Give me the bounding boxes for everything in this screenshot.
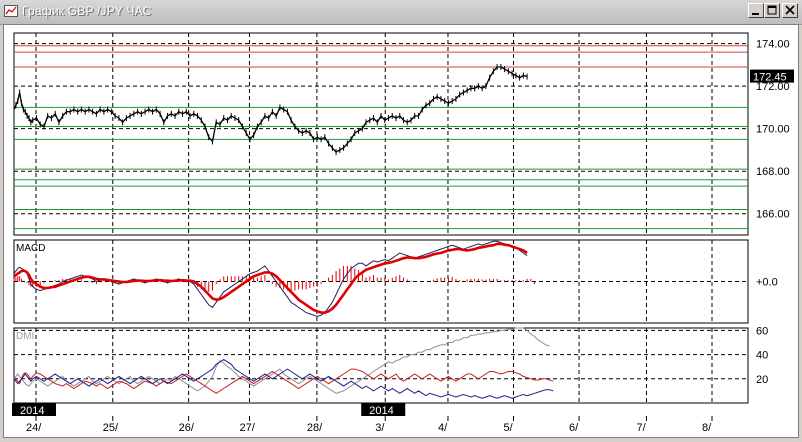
macd-tick-label: +0.0 [756, 277, 778, 289]
price-tick-label: 166.00 [756, 209, 790, 221]
dmi-panel-title: DMI [16, 331, 34, 342]
chart-area: 174.00 172.00 170.00 168.00 166.00 172.45 +0.0… [3, 24, 799, 438]
dmi-tick-label: 20 [756, 374, 768, 386]
dmi-panel-frame [13, 327, 749, 404]
minimize-icon [752, 13, 759, 15]
x-axis-label: 27/ [239, 422, 255, 434]
title-bar: График GBP /JPY ЧАС [0, 0, 802, 25]
year-marker-badge [361, 403, 406, 416]
dmi-tick-label: 40 [756, 350, 768, 362]
close-icon [785, 5, 795, 15]
dmi-tick-label: 60 [756, 325, 768, 337]
chart-window-icon [4, 5, 18, 17]
minus-di-line [13, 358, 554, 399]
x-axis-label: 26/ [179, 422, 195, 434]
price-tick-label: 172.00 [756, 81, 790, 93]
price-tick-label: 170.00 [756, 124, 790, 136]
x-axis-label: 28/ [307, 422, 323, 434]
x-axis-label: 7/ [636, 422, 646, 434]
x-axis-label: 4/ [438, 422, 448, 434]
maximize-button[interactable] [764, 3, 780, 18]
price-tick-label: 168.00 [756, 166, 790, 178]
x-axis-label: 3/ [375, 422, 385, 434]
minimize-button[interactable] [748, 3, 764, 18]
year-marker-badge [12, 403, 56, 416]
year-marker-label: 2014 [20, 405, 44, 417]
x-axis-label: 8/ [702, 422, 712, 434]
adx-line [13, 327, 550, 394]
macd-panel-title: MACD [16, 243, 45, 254]
current-price-badge [750, 69, 794, 83]
price-panel-frame [13, 32, 749, 236]
price-tick-label: 174.00 [756, 39, 790, 51]
x-axis-label: 6/ [569, 422, 579, 434]
macd-signal-line [13, 242, 528, 314]
year-marker-label: 2014 [369, 405, 393, 417]
plus-di-line [13, 368, 554, 394]
x-axis-label: 25/ [103, 422, 119, 434]
close-button[interactable] [782, 3, 798, 18]
current-price-label: 172.45 [753, 72, 787, 84]
window-title: График GBP /JPY ЧАС [22, 4, 152, 18]
x-axis-label: 5/ [504, 422, 514, 434]
maximize-icon [767, 5, 777, 15]
x-axis-label: 24/ [26, 422, 42, 434]
chart-canvas[interactable]: 174.00 172.00 170.00 168.00 166.00 172.45 +0.0… [4, 25, 798, 437]
